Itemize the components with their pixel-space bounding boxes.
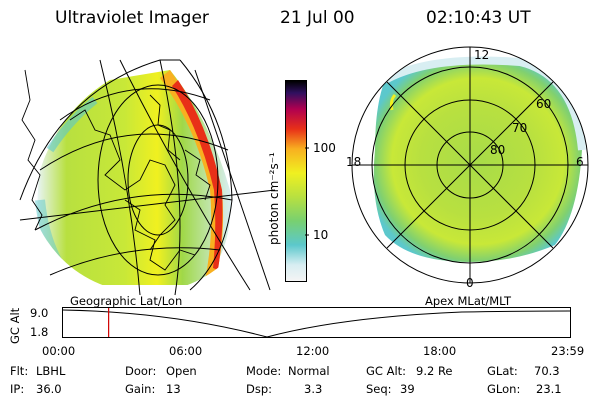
status-val-door: Open xyxy=(166,364,197,378)
status-key-gain: Gain: xyxy=(125,382,156,396)
status-key-mode: Mode: xyxy=(246,364,282,378)
status-val-seq: 39 xyxy=(400,382,415,396)
mlt-label-0: 0 xyxy=(466,276,474,290)
colorbar-tick-100: 100 xyxy=(313,141,336,155)
colorbar xyxy=(285,80,307,282)
alt-xtick-3: 18:00 xyxy=(423,344,457,358)
altitude-plot xyxy=(62,307,571,338)
status-key-flt: Flt: xyxy=(10,364,29,378)
status-val-flt: LBHL xyxy=(36,364,66,378)
lat-label-70: 70 xyxy=(512,121,528,135)
mlt-label-12: 12 xyxy=(474,48,490,62)
status-val-glat: 70.3 xyxy=(534,364,560,378)
mlt-label-6: 6 xyxy=(576,155,584,169)
status-key-glon: GLon: xyxy=(487,382,521,396)
alt-ytick-bottom: 1.8 xyxy=(30,325,49,339)
colorbar-ticks xyxy=(305,147,309,236)
status-key-glat: GLat: xyxy=(487,364,518,378)
status-val-mode: Normal xyxy=(288,364,330,378)
lat-label-60: 60 xyxy=(536,97,552,111)
date-label: 21 Jul 00 xyxy=(280,8,355,28)
alt-xtick-4: 23:59 xyxy=(551,344,585,358)
alt-ytick-top: 9.0 xyxy=(30,306,49,320)
alt-xtick-1: 06:00 xyxy=(169,344,203,358)
right-panel-title: Apex MLat/MLT xyxy=(425,294,512,308)
colorbar-tick-10: 10 xyxy=(313,228,329,242)
left-panel-title: Geographic Lat/Lon xyxy=(70,294,183,308)
alt-xtick-0: 00:00 xyxy=(42,344,76,358)
time-label: 02:10:43 UT xyxy=(426,8,531,28)
status-val-gain: 13 xyxy=(166,382,181,396)
lat-label-80: 80 xyxy=(490,143,506,157)
mlt-label-18: 18 xyxy=(346,155,362,169)
instrument-title: Ultraviolet Imager xyxy=(55,8,209,28)
status-key-door: Door: xyxy=(125,364,157,378)
alt-plot-ylabel: GC Alt xyxy=(8,307,22,344)
status-key-dsp: Dsp: xyxy=(246,382,273,396)
alt-xtick-2: 12:00 xyxy=(296,344,330,358)
status-val-glon: 23.1 xyxy=(536,382,562,396)
status-val-gcalt: 9.2 Re xyxy=(416,364,453,378)
status-val-ip: 36.0 xyxy=(36,382,62,396)
status-key-gcalt: GC Alt: xyxy=(366,364,407,378)
status-key-ip: IP: xyxy=(10,382,25,396)
status-key-seq: Seq: xyxy=(366,382,392,396)
status-val-dsp: 3.3 xyxy=(304,382,323,396)
